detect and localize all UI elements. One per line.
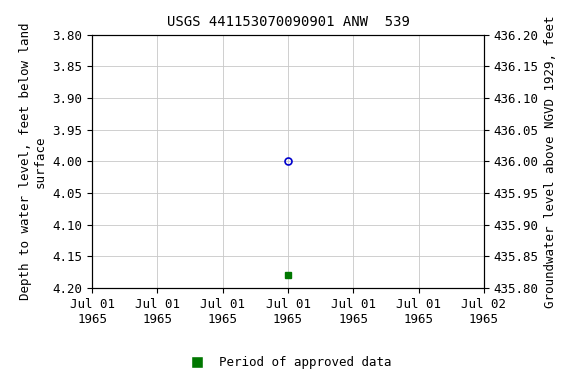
Y-axis label: Groundwater level above NGVD 1929, feet: Groundwater level above NGVD 1929, feet <box>544 15 557 308</box>
Y-axis label: Depth to water level, feet below land
surface: Depth to water level, feet below land su… <box>19 23 47 300</box>
Legend: Period of approved data: Period of approved data <box>179 351 397 374</box>
Title: USGS 441153070090901 ANW  539: USGS 441153070090901 ANW 539 <box>166 15 410 29</box>
